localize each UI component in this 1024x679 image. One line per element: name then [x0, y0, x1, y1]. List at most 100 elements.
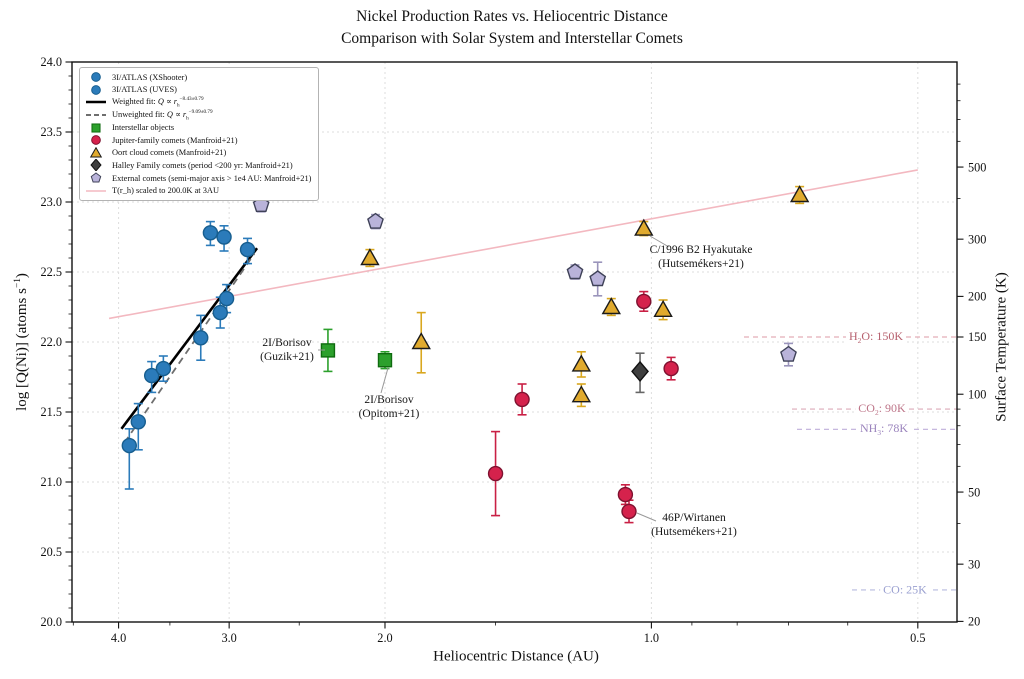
- gas-label-nh3: NH3: 78K: [856, 421, 912, 438]
- annotation-line1: 46P/Wirtanen: [662, 512, 726, 525]
- y-right-tick-label: 150: [968, 330, 986, 344]
- data-point-oort-cloud-comets-manfroid-21: [571, 385, 592, 403]
- data-point-oort-cloud-comets-manfroid-21: [601, 297, 621, 315]
- y-left-tick-label: 24.0: [40, 55, 62, 69]
- data-point-external-comets-semi-major-axis-1e4-au: [589, 270, 607, 287]
- legend-item-2: Weighted fit: Q ∝ rh−8.43±0.79: [84, 96, 311, 109]
- data-point-3i-atlas-xshooter-uves: [239, 241, 256, 258]
- annotation-line1: 2I/Borisov: [364, 394, 414, 407]
- legend-item-label: Weighted fit: Q ∝ rh−8.43±0.79: [112, 96, 204, 109]
- legend-item-label: Jupiter-family comets (Manfroid+21): [112, 135, 238, 145]
- square-marker-icon: [91, 123, 101, 133]
- circle-marker-icon: [91, 135, 101, 146]
- annotation-line2: (Hutsemékers+21): [651, 526, 737, 538]
- y-right-tick-label: 500: [968, 160, 986, 174]
- weighted-fit-line: [120, 247, 259, 430]
- x-tick-label: 4.0: [111, 631, 126, 645]
- legend-item-6: Oort cloud comets (Manfroid+21): [84, 146, 311, 160]
- annotation-46p-wirtanen: 46P/Wirtanen (Hutsemékers+21): [651, 512, 737, 540]
- y-right-tick-label: 50: [968, 485, 980, 499]
- data-point-3i-atlas-xshooter-uves: [143, 367, 160, 384]
- gas-label-h2o: H2O: 150K: [845, 328, 907, 346]
- line-dashed-icon: [86, 114, 106, 117]
- diamond-marker-icon: [90, 159, 102, 172]
- circle-marker-icon: [91, 85, 101, 95]
- annotation-line2: (Hutsemékers+21): [658, 258, 744, 270]
- line-solid-icon: [86, 101, 106, 104]
- x-tick-label: 0.5: [910, 631, 925, 645]
- legend-item-label: 3I/ATLAS (XShooter): [112, 72, 188, 82]
- temperature-line: [108, 169, 918, 320]
- data-point-interstellar-objects: [377, 353, 393, 368]
- legend-box: 3I/ATLAS (XShooter) 3I/ATLAS (UVES) Weight…: [79, 67, 320, 201]
- y-left-tick-label: 22.0: [40, 335, 62, 349]
- y-right-tick-label: 200: [968, 290, 986, 304]
- y-right-tick-label: 100: [968, 387, 986, 401]
- gas-label-co: CO: 25K: [880, 582, 930, 598]
- data-point-jupiter-family-comets-manfroid-21: [487, 465, 504, 482]
- legend-item-8: External comets (semi-major axis > 1e4 A…: [84, 172, 311, 185]
- chart-title-line1: Nickel Production Rates vs. Heliocentric…: [356, 8, 668, 25]
- legend-item-4: Interstellar objects: [84, 121, 311, 134]
- data-point-oort-cloud-comets-manfroid-21: [634, 218, 654, 236]
- legend-item-3: Unweighted fit: Q ∝ rh−9.09±0.79: [84, 109, 311, 121]
- x-axis-label: Heliocentric Distance (AU): [433, 648, 599, 665]
- legend-item-7: Halley Family comets (period <200 yr: Ma…: [84, 159, 311, 172]
- y-axis-label-left: log [Q(Ni)] (atoms s−1): [13, 273, 31, 411]
- annotation-connector: [636, 512, 657, 522]
- chart-title: Nickel Production Rates vs. Heliocentric…: [0, 6, 1024, 51]
- annotation-line1: 2I/Borisov: [262, 337, 312, 350]
- y-axis-label-left-close: ): [14, 273, 30, 279]
- y-right-tick-label: 20: [968, 615, 980, 629]
- data-point-3i-atlas-xshooter-uves: [155, 360, 172, 377]
- chart-title-line2: Comparison with Solar System and Interst…: [341, 30, 683, 48]
- legend-item-label: Interstellar objects: [112, 123, 175, 133]
- data-point-oort-cloud-comets-manfroid-21: [653, 299, 673, 317]
- legend-item-label: External comets (semi-major axis > 1e4 A…: [112, 173, 312, 183]
- data-point-halley-family-comets-period-200-yr: [631, 360, 649, 382]
- legend-item-label: Halley Family comets (period <200 yr: Ma…: [112, 160, 293, 170]
- x-tick-label: 3.0: [221, 631, 236, 645]
- legend-item-9: T(r_h) scaled to 200.0K at 3AU: [84, 184, 311, 197]
- y-axis-label-left-sup: −1: [13, 278, 23, 288]
- data-point-jupiter-family-comets-manfroid-21: [617, 486, 634, 503]
- data-point-external-comets-semi-major-axis-1e4-au: [367, 212, 384, 229]
- legend-item-label: 3I/ATLAS (UVES): [112, 85, 177, 95]
- y-axis-label-right: Surface Temperature (K): [993, 272, 1010, 422]
- annotation-line2: (Guzik+21): [260, 351, 314, 363]
- data-point-external-comets-semi-major-axis-1e4-au: [780, 345, 797, 362]
- data-point-3i-atlas-xshooter-uves: [216, 229, 232, 245]
- circle-marker-icon: [91, 72, 101, 83]
- y-right-tick-label: 300: [968, 232, 986, 246]
- gas-label-co2: CO2: 90K: [855, 400, 909, 418]
- x-tick-label: 2.0: [377, 631, 392, 645]
- data-point-jupiter-family-comets-manfroid-21: [663, 360, 679, 377]
- data-point-jupiter-family-comets-manfroid-21: [514, 391, 530, 408]
- y-left-tick-label: 21.5: [40, 405, 62, 419]
- annotation-connector: [380, 367, 389, 394]
- data-point-oort-cloud-comets-manfroid-21: [360, 248, 380, 266]
- legend-item-label: T(r_h) scaled to 200.0K at 3AU: [112, 186, 219, 196]
- data-point-3i-atlas-xshooter-uves: [202, 225, 219, 241]
- data-point-oort-cloud-comets-manfroid-21: [411, 332, 431, 350]
- legend-item-1: 3I/ATLAS (UVES): [84, 84, 311, 97]
- legend-item-label: Oort cloud comets (Manfroid+21): [112, 148, 227, 158]
- data-point-3i-atlas-xshooter-uves: [193, 330, 209, 346]
- y-right-tick-label: 30: [968, 557, 980, 571]
- data-point-jupiter-family-comets-manfroid-21: [636, 293, 652, 310]
- y-left-tick-label: 20.0: [40, 615, 62, 629]
- data-point-oort-cloud-comets-manfroid-21: [571, 354, 592, 372]
- data-point-jupiter-family-comets-manfroid-21: [621, 503, 637, 520]
- line-pink-icon: [86, 189, 106, 192]
- annotation-c-1996-b2-hyakutake: C/1996 B2 Hyakutake (Hutsemékers+21): [650, 244, 753, 272]
- data-point-3i-atlas-xshooter-uves: [121, 437, 137, 454]
- y-left-tick-label: 22.5: [40, 265, 62, 279]
- data-point-external-comets-semi-major-axis-1e4-au: [566, 263, 584, 280]
- x-tick-label: 1.0: [644, 631, 659, 645]
- y-left-tick-label: 23.0: [40, 195, 62, 209]
- y-left-tick-label: 20.5: [40, 545, 62, 559]
- y-axis-label-left-text: log [Q(Ni)] (atoms s: [14, 288, 30, 411]
- data-point-3i-atlas-xshooter-uves: [212, 304, 228, 321]
